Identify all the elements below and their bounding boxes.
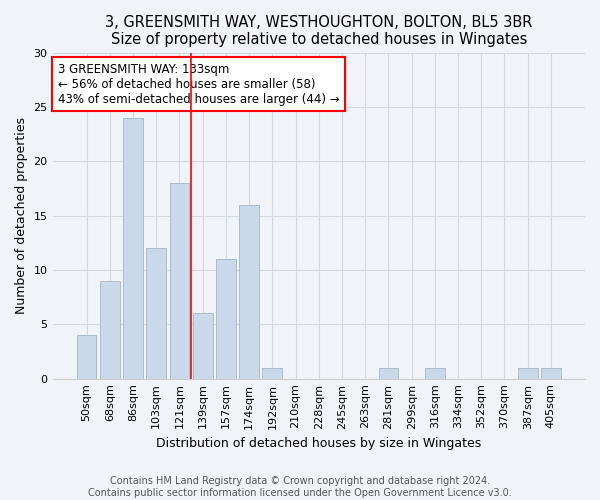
Bar: [518, 368, 538, 378]
Title: 3, GREENSMITH WAY, WESTHOUGHTON, BOLTON, BL5 3BR
Size of property relative to de: 3, GREENSMITH WAY, WESTHOUGHTON, BOLTON,…: [105, 15, 532, 48]
Text: Contains HM Land Registry data © Crown copyright and database right 2024.
Contai: Contains HM Land Registry data © Crown c…: [88, 476, 512, 498]
Bar: [193, 314, 212, 378]
X-axis label: Distribution of detached houses by size in Wingates: Distribution of detached houses by size …: [156, 437, 481, 450]
Bar: [216, 259, 236, 378]
Y-axis label: Number of detached properties: Number of detached properties: [15, 117, 28, 314]
Bar: [123, 118, 143, 378]
Bar: [541, 368, 561, 378]
Bar: [239, 205, 259, 378]
Bar: [262, 368, 282, 378]
Bar: [170, 183, 190, 378]
Bar: [425, 368, 445, 378]
Bar: [77, 335, 97, 378]
Text: 3 GREENSMITH WAY: 133sqm
← 56% of detached houses are smaller (58)
43% of semi-d: 3 GREENSMITH WAY: 133sqm ← 56% of detach…: [58, 62, 340, 106]
Bar: [146, 248, 166, 378]
Bar: [379, 368, 398, 378]
Bar: [100, 281, 119, 378]
